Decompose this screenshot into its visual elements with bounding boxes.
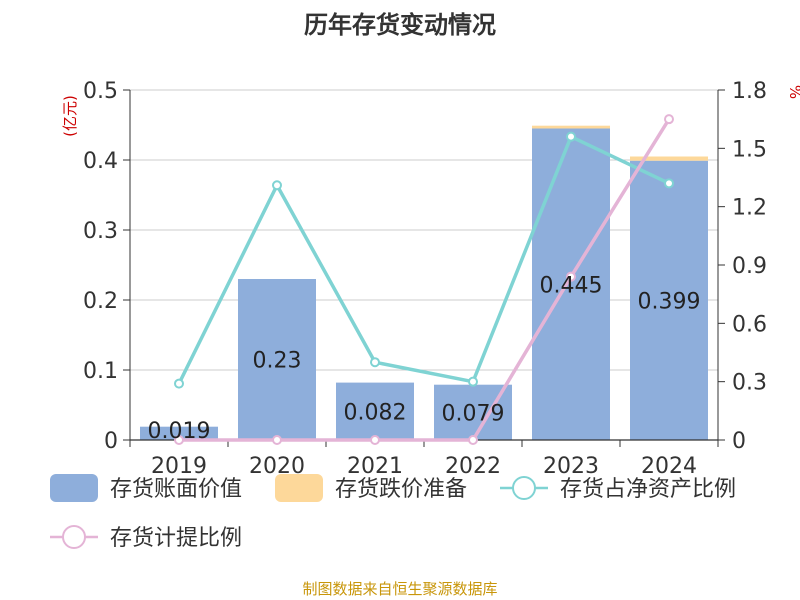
bar-data-label: 0.082 — [344, 400, 407, 425]
legend-label: 存货跌价准备 — [335, 477, 467, 502]
x-axis-tick-label: 2024 — [641, 454, 697, 479]
bar-inventory-book-value — [532, 128, 610, 440]
bar-data-label: 0.23 — [253, 349, 302, 374]
right-axis-tick-label: 1.8 — [732, 79, 767, 104]
line-inventory-to-net-assets — [177, 134, 670, 385]
bar-inventory-book-value — [140, 426, 218, 440]
point-inventory-provision-ratio — [664, 114, 674, 125]
bar-inventory-book-value — [238, 279, 316, 440]
point-inventory-to-net-assets — [468, 376, 478, 387]
bar-inventory-impairment — [630, 156, 708, 161]
left-axis-tick-label: 0.5 — [83, 79, 118, 104]
data-labels: 0.019 0.23 0.082 0.079 0.445 0.399 — [148, 273, 701, 444]
grid-lines — [130, 89, 718, 371]
bar-inventory-book-value — [630, 160, 708, 440]
x-axis-tick-label: 2021 — [347, 454, 403, 479]
bar-data-label: 0.079 — [442, 401, 505, 426]
left-axis-tick-label: 0.3 — [83, 219, 118, 244]
legend-label: 存货占净资产比例 — [560, 477, 736, 502]
bar-inventory-book-value — [336, 382, 414, 440]
right-axis-unit: % — [786, 85, 800, 99]
legend-label: 存货计提比例 — [110, 526, 242, 551]
bar-data-label: 0.399 — [638, 289, 701, 314]
bar-data-label: 0.019 — [148, 419, 211, 444]
point-inventory-provision-ratio — [370, 435, 380, 445]
line-inventory-provision-ratio — [179, 118, 671, 442]
legend-swatch — [50, 474, 98, 502]
legend-marker — [62, 525, 86, 549]
bar-inventory-impairment — [532, 125, 610, 129]
right-axis-tick-label: 0.3 — [732, 371, 767, 396]
legend-item: 存货计提比例 — [50, 525, 242, 551]
right-axis-tick-label: 1.2 — [732, 196, 767, 221]
left-axis-tick-label: 0.1 — [83, 359, 118, 384]
left-axis-unit: (亿元) — [61, 95, 79, 137]
bars — [140, 125, 708, 440]
right-axis-tick-label: 0.6 — [732, 312, 767, 337]
x-axis-tick-label: 2023 — [543, 454, 599, 479]
point-inventory-to-net-assets — [272, 180, 282, 191]
x-axis-tick-label: 2022 — [445, 454, 501, 479]
x-axis-tick-label: 2019 — [151, 454, 207, 479]
point-inventory-provision-ratio — [468, 435, 478, 445]
legend-item: 存货占净资产比例 — [500, 476, 736, 502]
point-inventory-provision-ratio — [174, 435, 184, 445]
lines — [174, 114, 674, 445]
legend-swatch — [275, 474, 323, 502]
point-inventory-provision-ratio — [272, 435, 282, 445]
right-axis-tick-label: 0.9 — [732, 254, 767, 279]
point-inventory-to-net-assets — [566, 131, 576, 142]
legend-item: 存货账面价值 — [50, 474, 242, 502]
bar-data-label: 0.445 — [540, 273, 603, 298]
point-inventory-to-net-assets — [174, 378, 184, 389]
legend-item: 存货跌价准备 — [275, 474, 467, 502]
right-axis-tick-label: 0 — [732, 429, 746, 454]
left-axis-tick-label: 0.4 — [83, 149, 118, 174]
left-axis-tick-label: 0.2 — [83, 289, 118, 314]
point-inventory-to-net-assets — [664, 178, 674, 189]
left-axis-tick-label: 0 — [104, 429, 118, 454]
legend-marker — [512, 476, 536, 500]
chart-title: 历年存货变动情况 — [304, 11, 496, 39]
source-note: 制图数据来自恒生聚源数据库 — [302, 580, 497, 598]
legend-label: 存货账面价值 — [110, 477, 242, 502]
axes: 0 0.1 0.2 0.3 0.4 0.5 0 0.3 0.6 0.9 1.2 1.5 1.8 2019 2… — [83, 79, 767, 479]
right-axis-tick-label: 1.5 — [732, 137, 767, 162]
point-inventory-to-net-assets — [370, 357, 380, 368]
point-inventory-provision-ratio — [566, 271, 576, 282]
